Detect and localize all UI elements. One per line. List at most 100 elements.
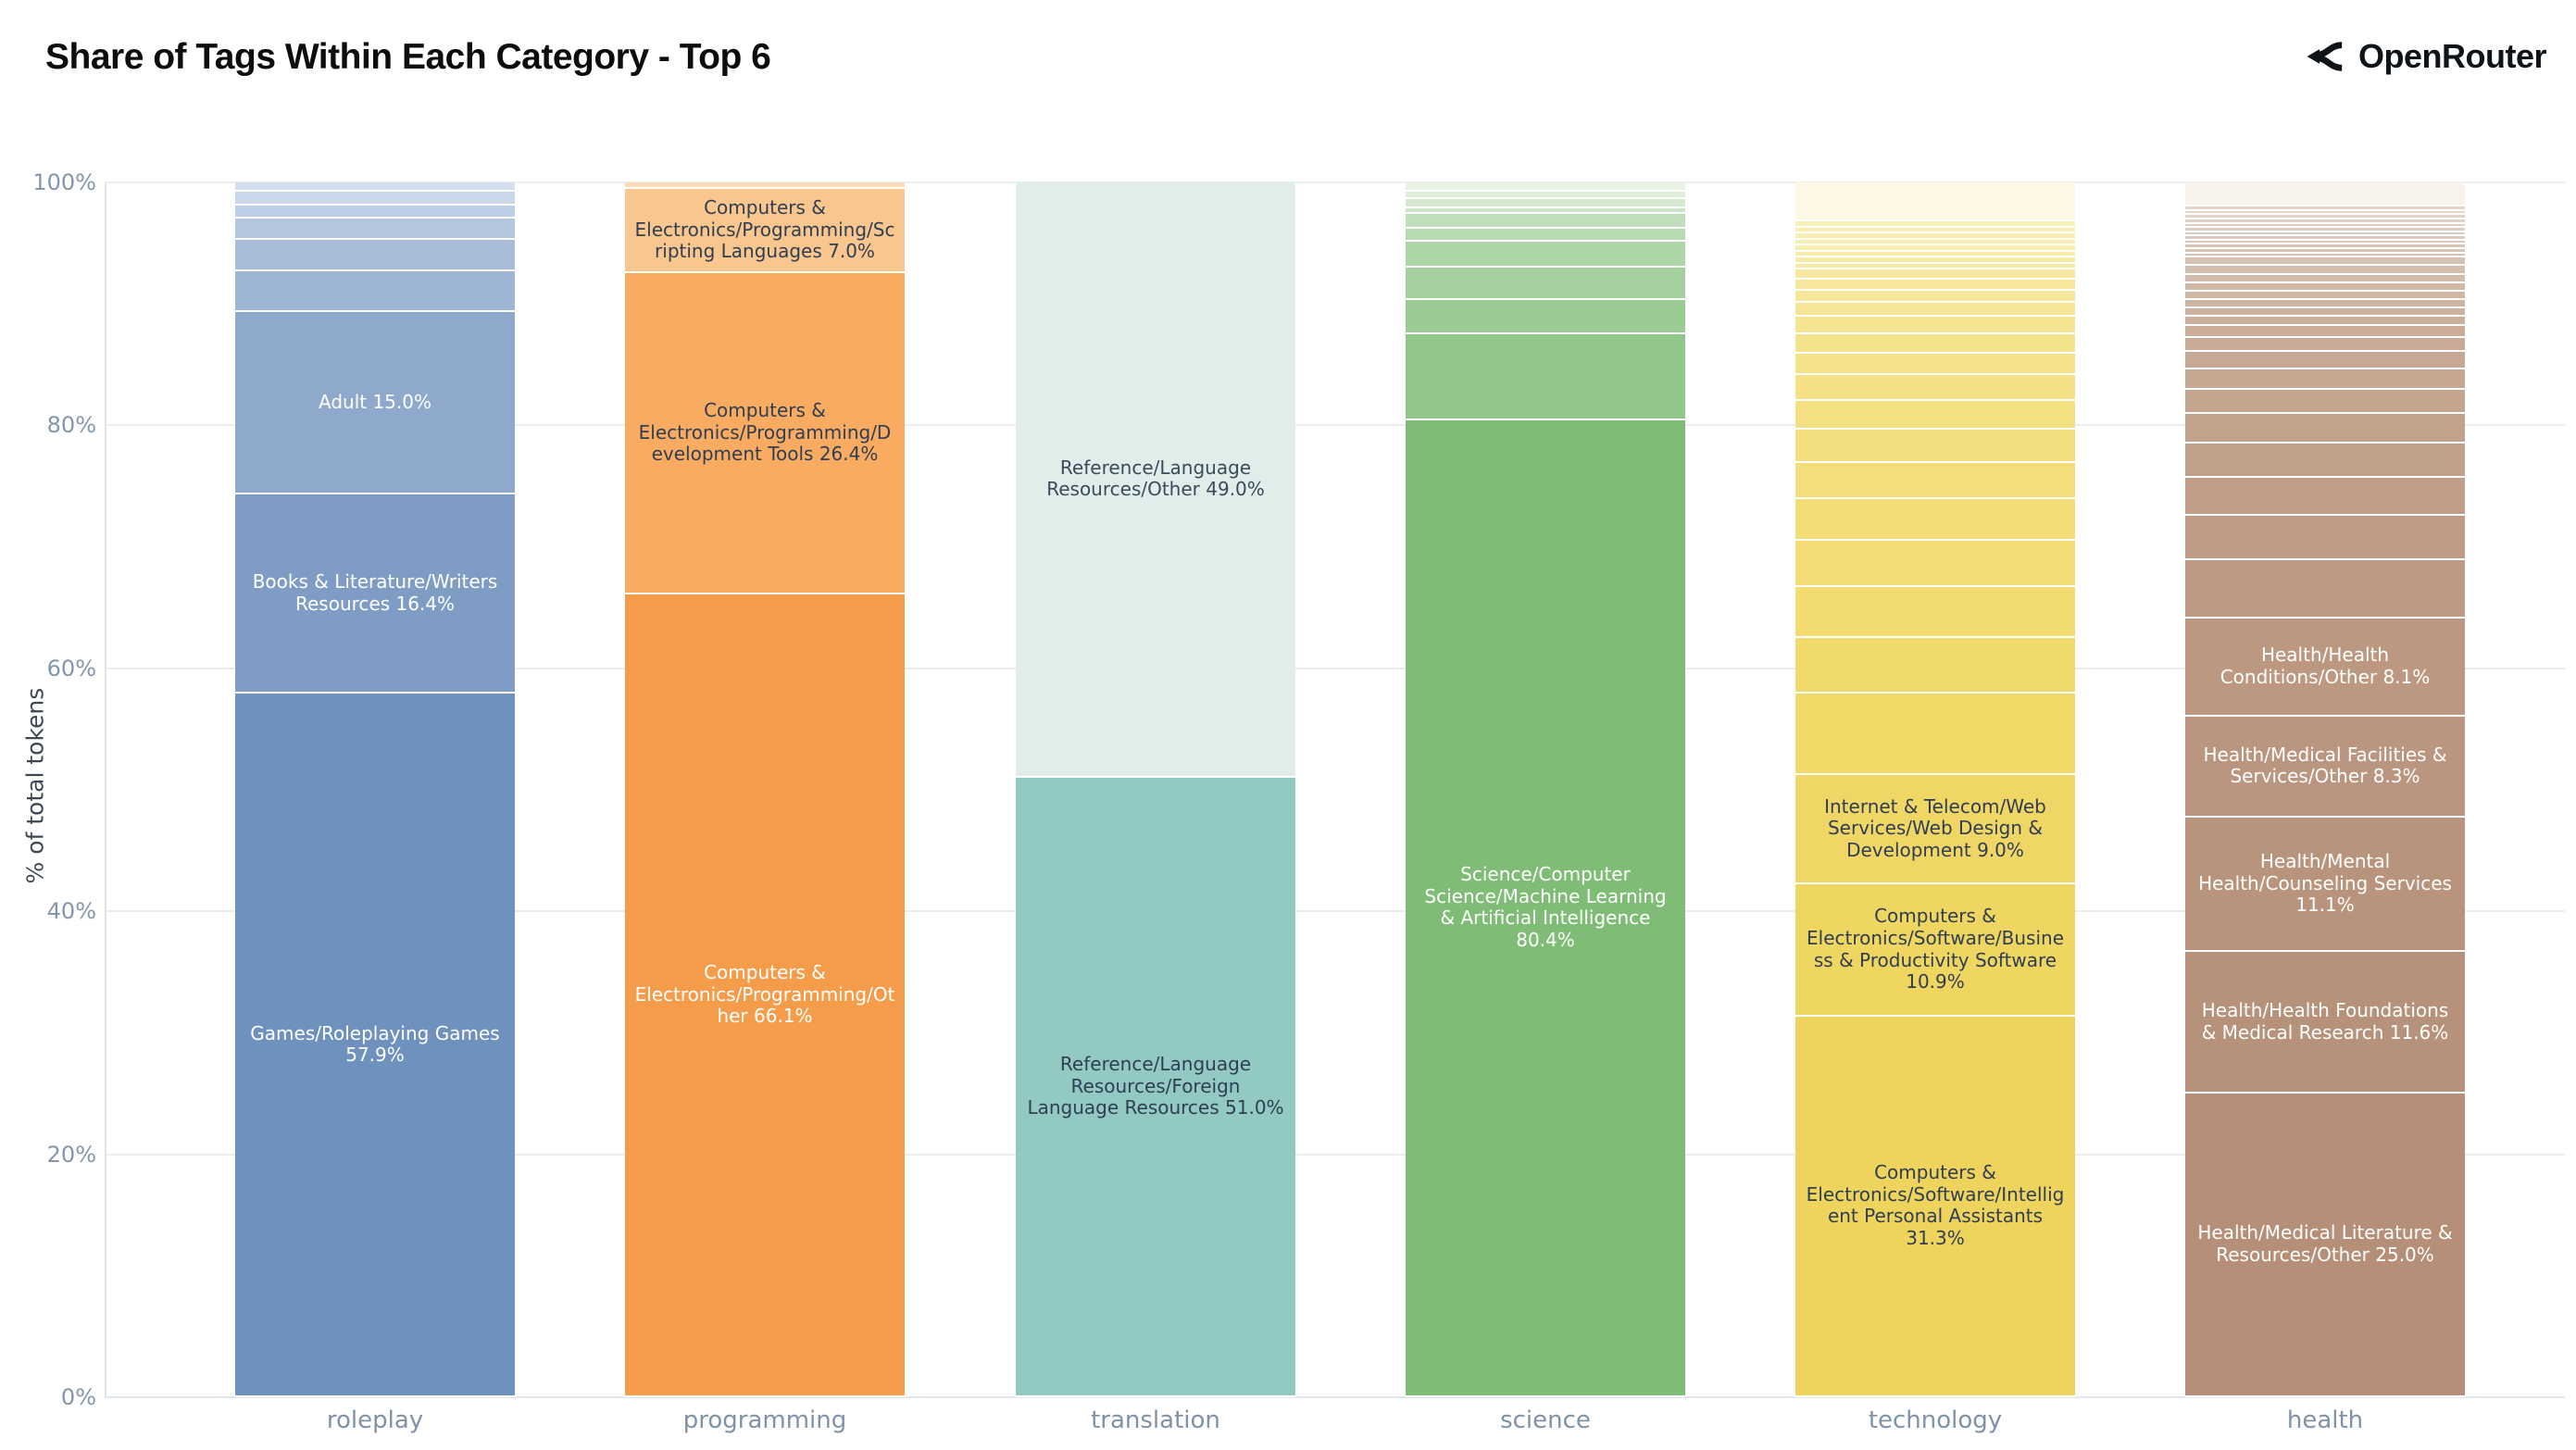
x-category-label-science: science: [1500, 1406, 1591, 1434]
y-tick-label: 80%: [46, 412, 96, 439]
y-tick-label: 60%: [46, 655, 96, 681]
bar-segment: [2185, 266, 2465, 275]
bar-segment: [1795, 220, 2075, 228]
bar-segment: [235, 219, 515, 240]
bar-segment: [1795, 263, 2075, 270]
bar-segment: Computers & Electronics/Software/Intelli…: [1795, 1017, 2075, 1397]
bar-segment: [1795, 586, 2075, 638]
bar-segment: Computers & Electronics/Programming/Othe…: [625, 594, 905, 1397]
segment-label: Computers & Electronics/Software/Busines…: [1807, 905, 2064, 994]
bar-segment: [2185, 291, 2465, 301]
bar-segment: [1795, 302, 2075, 318]
bar-segment: [1795, 375, 2075, 401]
bar-segment: [1795, 400, 2075, 431]
bar-segment: [235, 182, 515, 193]
bar-segment: [1795, 353, 2075, 376]
bar-segment: [1406, 207, 1685, 215]
bar-segment: [2185, 317, 2465, 326]
bar-segment: Health/Medical Facilities & Services/Oth…: [2185, 716, 2465, 818]
bar-segment: [1795, 257, 2075, 264]
bar-segment: [1795, 233, 2075, 240]
bar-segment: [2185, 352, 2465, 369]
bar-segment: Games/Roleplaying Games 57.9%: [235, 694, 515, 1397]
bar-segment: [1795, 462, 2075, 500]
bar-segment: [1795, 245, 2075, 252]
bar-segment: Science/Computer Science/Machine Learnin…: [1406, 420, 1685, 1397]
x-category-label-roleplay: roleplay: [326, 1406, 424, 1434]
bar-segment: [1406, 192, 1685, 200]
bar-segment: [2185, 390, 2465, 415]
bar-segment: [1795, 333, 2075, 354]
bar-segment: [2185, 325, 2465, 338]
bar-health: Health/Health Conditions/Other 8.1% Healt…: [2185, 182, 2465, 1397]
bar-segment: [2185, 516, 2465, 560]
page-title: Share of Tags Within Each Category - Top…: [45, 37, 771, 77]
bar-segment: Reference/Language Resources/Foreign Lan…: [1016, 777, 1295, 1397]
bar-segment: Computers & Electronics/Programming/Scri…: [625, 188, 905, 274]
segment-label: Health/Medical Literature & Resources/Ot…: [2197, 1221, 2453, 1266]
bar-segment: [2185, 308, 2465, 318]
bar-segment: [2185, 182, 2465, 207]
bar-segment: [2185, 274, 2465, 283]
bar-segment: [235, 270, 515, 313]
segment-label: Health/Mental Health/Counseling Services…: [2198, 850, 2452, 917]
bar-segment: [2185, 228, 2465, 232]
bar-science: Science/Computer Science/Machine Learnin…: [1406, 182, 1685, 1397]
gridline-0: [105, 1396, 2565, 1398]
segment-label: Computers & Electronics/Programming/Scri…: [634, 196, 895, 263]
bar-segment: [235, 192, 515, 206]
y-tick-label: 20%: [46, 1141, 96, 1168]
x-category-label-programming: programming: [682, 1406, 847, 1434]
bar-segment: [2185, 443, 2465, 478]
bar-segment: [2185, 369, 2465, 391]
bar-segment: Health/Health Conditions/Other 8.1%: [2185, 618, 2465, 717]
bar-segment: Health/Mental Health/Counseling Services…: [2185, 817, 2465, 953]
x-category-label-technology: technology: [1868, 1406, 2003, 1434]
bar-segment: [2185, 414, 2465, 444]
bar-segment: [1795, 227, 2075, 234]
segment-label: Computers & Electronics/Software/Intelli…: [1806, 1161, 2065, 1249]
segment-label: Adult 15.0%: [319, 390, 431, 413]
route-fork-icon: [2307, 42, 2343, 71]
bar-segment: [1406, 333, 1685, 421]
bar-segment: [2185, 244, 2465, 250]
segment-label: Science/Computer Science/Machine Learnin…: [1424, 863, 1667, 952]
bar-segment: Adult 15.0%: [235, 312, 515, 495]
segment-label: Games/Roleplaying Games 57.9%: [250, 1021, 500, 1067]
bar-segment: [1795, 290, 2075, 303]
bar-segment: [1795, 499, 2075, 541]
gridline-20: [105, 1153, 2565, 1156]
y-tick-label: 100%: [32, 169, 96, 195]
bar-segment: [1406, 182, 1685, 193]
bar-segment: Computers & Electronics/Programming/Deve…: [625, 273, 905, 594]
segment-label: Computers & Electronics/Programming/Othe…: [634, 960, 895, 1028]
y-axis-title: % of total tokens: [21, 687, 49, 884]
segment-label: Health/Medical Facilities & Services/Oth…: [2203, 743, 2447, 788]
bar-segment: [2185, 231, 2465, 237]
openrouter-logo-text: OpenRouter: [2357, 37, 2547, 75]
bar-segment: [2185, 282, 2465, 292]
bar-programming: Computers & Electronics/Programming/Scri…: [625, 182, 905, 1397]
bar-segment: Internet & Telecom/Web Services/Web Desi…: [1795, 775, 2075, 885]
bar-segment: Health/Health Foundations & Medical Rese…: [2185, 952, 2465, 1094]
bar-roleplay: Adult 15.0% Books & Literature/Writers Re…: [235, 182, 515, 1397]
bar-segment: [2185, 253, 2465, 258]
bar-segment: Health/Medical Literature & Resources/Ot…: [2185, 1093, 2465, 1397]
bar-segment: [1795, 430, 2075, 463]
bar-segment: Books & Literature/Writers Resources 16.…: [235, 494, 515, 694]
bar-segment: [1795, 317, 2075, 334]
bar-segment: [1406, 228, 1685, 243]
bar-segment: [2185, 337, 2465, 353]
bar-segment: [235, 205, 515, 219]
bar-segment: [235, 239, 515, 271]
bar-segment: [2185, 300, 2465, 309]
segment-label: Computers & Electronics/Programming/Deve…: [638, 399, 892, 466]
y-tick-label: 0%: [60, 1384, 96, 1410]
bar-segment: [1406, 214, 1685, 229]
bar-segment: [625, 182, 905, 189]
gridline-40: [105, 910, 2565, 913]
bar-segment: Computers & Electronics/Software/Busines…: [1795, 884, 2075, 1018]
gridline-100: [105, 181, 2565, 183]
bar-segment: Reference/Language Resources/Other 49.0%: [1016, 182, 1295, 778]
x-category-label-health: health: [2286, 1406, 2364, 1434]
